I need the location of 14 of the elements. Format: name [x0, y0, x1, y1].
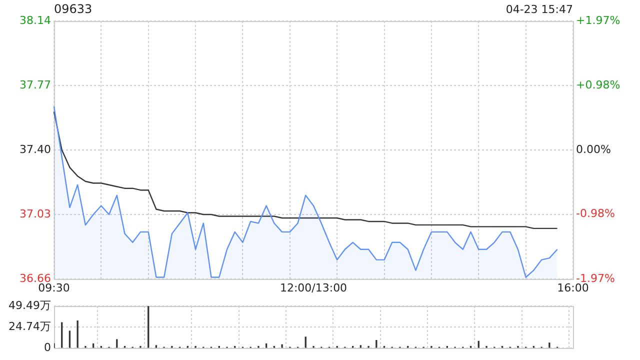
y-tick-label: 24.74万 [8, 320, 51, 333]
y2-tick-label: 0.00% [576, 142, 611, 156]
chart-title: 09633 [54, 2, 92, 16]
y-tick-label: 49.49万 [8, 298, 51, 312]
y2-tick-label: +1.97% [576, 14, 620, 27]
y2-tick-label: +0.98% [576, 78, 620, 92]
y-tick-label: 0 [44, 340, 51, 354]
y-tick-label: 37.40 [20, 142, 51, 156]
y2-tick-label: -0.98% [576, 207, 615, 220]
text: 04-23 15:47 [506, 3, 573, 16]
x-tick-label: 12:00/13:00 [280, 281, 348, 294]
y-tick-label: 38.14 [20, 14, 51, 27]
y-tick-label: 37.03 [20, 207, 51, 220]
y-tick-label: 37.77 [20, 78, 51, 92]
